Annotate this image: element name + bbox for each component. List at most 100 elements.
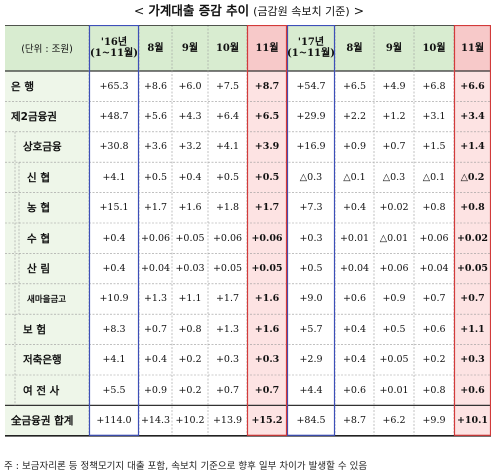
table-cell: +0.6	[342, 384, 367, 396]
table-cell: +0.8	[178, 323, 202, 335]
table-cell: +0.9	[342, 141, 367, 153]
red-box-2016-nov	[246, 25, 288, 436]
table-cell: +0.7	[422, 293, 446, 305]
table-cell: +0.7	[460, 293, 485, 305]
table-cell: +0.06	[419, 232, 449, 244]
table-cell: +0.5	[143, 171, 168, 183]
table-cell: +5.7	[299, 323, 323, 335]
table-cell: +4.4	[299, 384, 323, 396]
table-cell: +1.6	[254, 293, 280, 305]
table-cell: +1.7	[215, 293, 240, 305]
table-cell: +65.3	[99, 80, 129, 92]
table-cell: +0.2	[178, 384, 202, 396]
table-cell: +0.8	[422, 384, 446, 396]
row-label: 제2금융권	[11, 111, 57, 124]
table-cell: +15.1	[99, 202, 129, 214]
table-cell: +3.2	[178, 141, 202, 153]
row-label: 보 험	[23, 323, 46, 336]
header-unit: (단위 : 조원)	[21, 44, 73, 55]
table-cell: +0.02	[379, 202, 409, 214]
row-label: 저축은행	[23, 354, 62, 367]
row-label: 신 협	[27, 171, 50, 184]
table-cell: +6.6	[460, 80, 485, 92]
header-col: 9월	[385, 42, 403, 54]
table-cell: +0.6	[460, 384, 485, 396]
table-cell: +0.06	[212, 232, 243, 244]
table-cell: +0.7	[143, 323, 168, 335]
row-label: 수 협	[27, 232, 50, 245]
table-cell: +54.7	[296, 80, 326, 92]
footnote: 주 : 보금자리론 등 정책모기지 대출 포함, 속보치 기준으로 향후 일부 …	[4, 461, 368, 472]
table-cell: +1.8	[215, 202, 240, 214]
table-cell: +3.4	[460, 111, 485, 123]
table-cell: +0.3	[299, 232, 323, 244]
header-col: 11월	[460, 42, 485, 54]
table-cell: +0.06	[379, 263, 409, 275]
table-cell: +0.4	[342, 202, 367, 214]
table-cell: +0.5	[382, 323, 406, 335]
blue-box-2016-ytd	[88, 25, 140, 436]
table-cell: +0.7	[382, 141, 406, 153]
row-label: 은 행	[11, 80, 34, 93]
highlight-header-2017-nov	[454, 25, 491, 71]
table-cell: +0.4	[143, 354, 168, 366]
table-cell: +13.9	[212, 415, 243, 427]
header-col: 10월	[215, 42, 240, 54]
table-cell: +0.3	[254, 354, 280, 366]
header-col: 8월	[147, 42, 164, 54]
table-grid	[5, 25, 491, 437]
table-cell: △0.01	[379, 232, 409, 244]
table-cell: +0.9	[143, 384, 168, 396]
table-cell: △0.1	[343, 171, 366, 183]
table-cell: +1.4	[460, 141, 485, 153]
table-cell: +0.02	[456, 232, 489, 244]
table-cell: +0.5	[215, 171, 240, 183]
header-col: '16년 (1~11월)	[90, 37, 138, 59]
table-cell: +4.1	[215, 141, 240, 153]
header-col: 9월	[181, 42, 199, 54]
table-cell: +5.5	[102, 384, 126, 396]
table-cell: +8.7	[342, 415, 367, 427]
table-cell: +0.4	[342, 354, 367, 366]
table-cell: +0.8	[460, 202, 485, 214]
table-cell: +4.3	[178, 111, 202, 123]
table-cell: +0.8	[422, 202, 446, 214]
title-prefix: <	[133, 3, 145, 18]
table-cell: +1.3	[143, 293, 168, 305]
table-cell: +0.4	[102, 232, 126, 244]
table-cell: △0.3	[382, 171, 406, 183]
table-cell: +1.1	[178, 293, 202, 305]
table-cell: △0.1	[422, 171, 446, 183]
table-cell: +0.2	[178, 354, 202, 366]
table-cell: +0.6	[422, 323, 446, 335]
header-col: '17년 (1~11월)	[287, 37, 335, 59]
table-cell: +0.7	[215, 384, 240, 396]
table-cell: +3.6	[143, 141, 168, 153]
table-cell: +0.4	[342, 323, 367, 335]
row-label: 여 전 사	[23, 384, 60, 397]
header-col: 10월	[422, 42, 446, 54]
table-cell: +14.3	[140, 415, 171, 427]
loan-change-table: (단위 : 조원) '16년 (1~11월) 8월 9월 10월 11월 '17년 (1~1…	[5, 25, 491, 456]
highlight-header-2016-nov	[247, 25, 287, 71]
red-box-2017-nov	[453, 25, 491, 436]
table-cell: +0.5	[299, 263, 323, 275]
table-cell: +0.05	[212, 263, 243, 275]
table-cell: +0.05	[251, 263, 283, 275]
table-cell: +0.01	[379, 384, 409, 396]
row-label: 全금융권 합계	[11, 415, 74, 428]
table-cell: +0.3	[215, 354, 240, 366]
table-cell: +1.6	[178, 202, 202, 214]
blue-box-2017-ytd	[286, 25, 336, 436]
table-cell: +0.6	[342, 293, 367, 305]
table-cell: +7.5	[215, 80, 240, 92]
row-label: 새마을금고	[27, 294, 67, 305]
table-cell: +0.04	[419, 263, 449, 275]
table-cell: +3.9	[254, 141, 280, 153]
table-cell: +4.9	[382, 80, 406, 92]
table-cell: +6.5	[254, 111, 280, 123]
table-cell: +1.6	[254, 323, 280, 335]
table-cell: +0.5	[254, 171, 280, 183]
header-col: 8월	[346, 42, 363, 54]
table-cell: +0.05	[175, 232, 205, 244]
